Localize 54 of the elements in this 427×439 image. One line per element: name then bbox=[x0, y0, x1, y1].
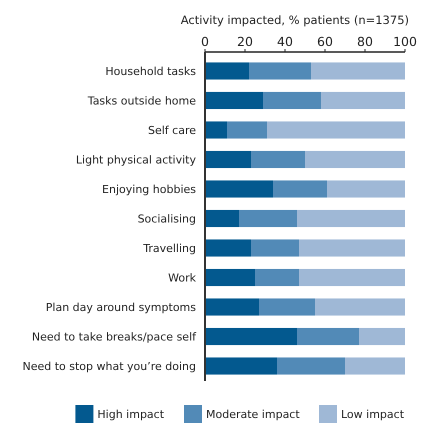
bar bbox=[315, 298, 405, 316]
legend-label: High impact bbox=[97, 408, 165, 421]
bar bbox=[255, 268, 299, 286]
x-axis-title: Activity impacted, % patients (n=1375) bbox=[180, 13, 409, 27]
bar bbox=[205, 62, 249, 80]
bar bbox=[273, 180, 327, 198]
bar bbox=[297, 328, 359, 346]
bar bbox=[205, 180, 273, 198]
y-tick-label: Need to stop what you’re doing bbox=[22, 360, 196, 373]
legend-label: Moderate impact bbox=[206, 408, 300, 421]
bar bbox=[205, 239, 251, 257]
bar bbox=[251, 150, 305, 168]
bar bbox=[205, 150, 251, 168]
bar bbox=[205, 121, 227, 139]
bar bbox=[239, 210, 297, 228]
y-tick-label: Household tasks bbox=[105, 64, 196, 78]
bar bbox=[205, 210, 239, 228]
bar bbox=[311, 62, 405, 80]
bar bbox=[205, 92, 263, 110]
bar bbox=[299, 268, 405, 286]
y-tick-label: Plan day around symptoms bbox=[46, 300, 196, 314]
x-tick-label: 20 bbox=[237, 34, 253, 49]
y-tick-label: Light physical activity bbox=[76, 153, 196, 166]
bar bbox=[249, 62, 311, 80]
y-tick-label: Need to take breaks/pace self bbox=[32, 330, 198, 344]
bar bbox=[321, 92, 405, 110]
legend-label: Low impact bbox=[341, 408, 405, 421]
y-tick-label: Tasks outside home bbox=[86, 94, 196, 108]
bar bbox=[205, 328, 297, 346]
x-tick-label: 60 bbox=[317, 34, 333, 49]
x-tick-label: 0 bbox=[201, 34, 210, 49]
bar bbox=[277, 357, 345, 375]
bar bbox=[205, 268, 255, 286]
bar bbox=[305, 150, 405, 168]
bar bbox=[263, 92, 321, 110]
y-tick-label: Self care bbox=[148, 124, 196, 137]
bar bbox=[297, 210, 405, 228]
bar bbox=[205, 357, 277, 375]
bar bbox=[327, 180, 405, 198]
bar bbox=[299, 239, 405, 257]
bar bbox=[205, 298, 259, 316]
x-tick-label: 80 bbox=[357, 34, 373, 49]
bar bbox=[251, 239, 299, 257]
y-tick-label: Enjoying hobbies bbox=[102, 182, 196, 196]
x-tick-label: 100 bbox=[393, 34, 417, 49]
bar bbox=[267, 121, 405, 139]
y-tick-label: Travelling bbox=[142, 242, 196, 255]
y-tick-label: Work bbox=[168, 271, 197, 284]
bar bbox=[259, 298, 315, 316]
bar bbox=[359, 328, 405, 346]
bar bbox=[345, 357, 405, 375]
y-tick-label: Socialising bbox=[138, 212, 196, 226]
bar bbox=[227, 121, 267, 139]
x-tick-label: 40 bbox=[277, 34, 293, 49]
